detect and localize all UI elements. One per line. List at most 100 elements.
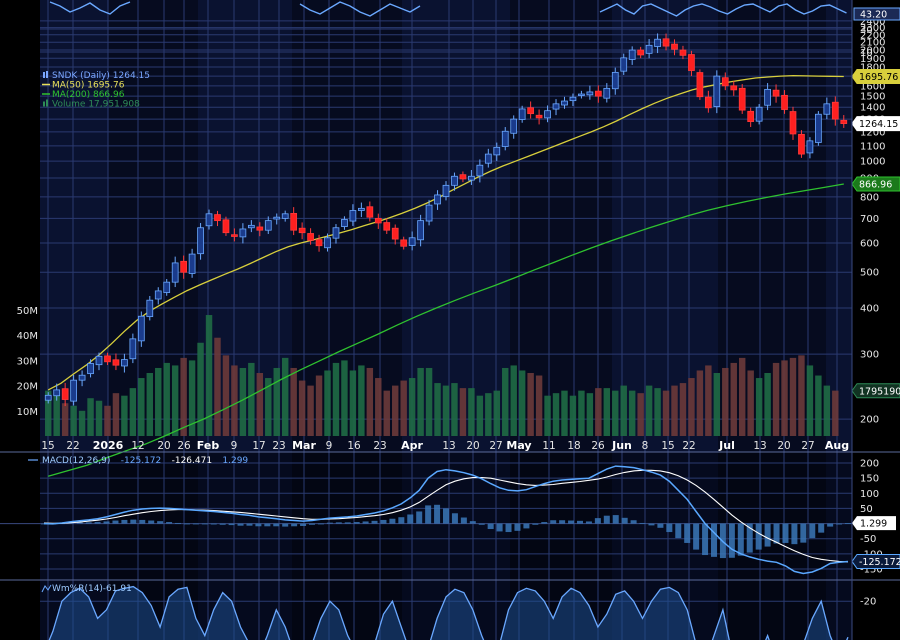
volume-bar	[349, 370, 357, 436]
volume-tick-label: 30M	[17, 356, 38, 367]
x-month-label: Apr	[401, 439, 423, 452]
macd-histogram-bar	[76, 522, 83, 524]
macd-histogram-bar	[630, 520, 637, 524]
upper-strip-line	[599, 3, 847, 17]
price-tick-label: 800	[860, 192, 879, 203]
candle-body	[341, 219, 348, 227]
volume-bar	[180, 357, 187, 436]
price-tick-label: 2400	[860, 16, 885, 27]
candle-body	[552, 103, 560, 110]
price-tick-label: 1900	[860, 54, 885, 65]
candle-body	[611, 71, 619, 90]
candle-body	[781, 94, 788, 110]
candle-body	[730, 85, 738, 91]
candle-body	[95, 355, 103, 366]
volume-bar	[798, 355, 805, 436]
macd-histogram-bar	[746, 523, 753, 553]
legend-volume-icon	[46, 99, 48, 107]
price-tick-label: 1500	[860, 92, 885, 103]
macd-histogram-bar	[845, 523, 851, 524]
macd-histogram-bar	[755, 523, 762, 550]
macd-histogram-bar	[639, 522, 646, 524]
candle-body	[358, 207, 365, 211]
candle-body	[789, 111, 797, 135]
upper-strip-line	[299, 1, 421, 17]
x-tick-label: 13	[753, 440, 766, 452]
price-tick-label: 200	[860, 415, 879, 426]
candle-body	[332, 227, 340, 239]
x-tick-label: 20	[466, 440, 479, 452]
macd-histogram-bar	[148, 520, 155, 524]
volume-tick-label: 50M	[17, 306, 38, 317]
macd-histogram-bar	[237, 523, 244, 526]
wmr-legend-item: Wm%R(14)	[52, 584, 103, 594]
volume-tick-label: 40M	[17, 331, 38, 342]
macd-histogram-bar	[666, 523, 673, 533]
x-tick-label: 12	[131, 440, 144, 452]
volume-bar	[485, 393, 492, 436]
candle-body	[154, 290, 162, 300]
volume-bar	[188, 360, 196, 436]
macd-histogram-bar	[389, 518, 396, 524]
volume-bar	[239, 367, 247, 436]
macd-histogram-bar	[121, 519, 128, 524]
x-tick-label: 18	[567, 440, 580, 452]
x-tick-label: 16	[347, 440, 361, 452]
volume-bar	[510, 365, 517, 436]
main-legend-item: MA(50) 1695.76	[52, 81, 125, 91]
volume-bar	[502, 367, 509, 436]
macd-histogram-bar	[157, 521, 164, 524]
candle-body	[324, 237, 331, 249]
volume-bar	[248, 362, 255, 436]
volume-bar	[281, 357, 289, 436]
volume-bar	[375, 378, 382, 436]
macd-histogram-bar	[782, 523, 789, 543]
macd-histogram-bar	[344, 522, 351, 524]
macd-tick-label: -50	[860, 534, 876, 545]
macd-histogram-bar	[201, 523, 208, 525]
volume-tick-label: 20M	[17, 382, 38, 393]
candle-body	[391, 227, 399, 240]
wmr-tick-label: -20	[860, 597, 876, 608]
volume-bar	[518, 370, 526, 436]
volume-bar	[569, 395, 577, 436]
macd-histogram-bar	[112, 520, 119, 524]
volume-bar	[256, 373, 264, 436]
volume-bar	[535, 375, 543, 436]
macd-histogram-bar	[219, 523, 226, 525]
macd-histogram-bar	[612, 515, 619, 524]
volume-bar	[654, 388, 661, 436]
price-tick-label: 600	[860, 239, 879, 250]
x-month-label: 2026	[93, 439, 124, 452]
volume-bar	[383, 390, 390, 436]
upper-strip-tick-label: 30	[860, 25, 873, 36]
x-month-label: Jul	[718, 439, 735, 452]
volume-bar	[459, 388, 467, 436]
volume-bar	[493, 390, 500, 436]
volume-bar	[104, 405, 111, 436]
candle-body	[298, 227, 306, 234]
candle-body	[197, 227, 204, 255]
x-tick-label: 9	[231, 440, 238, 452]
macd-histogram-bar	[764, 523, 771, 547]
candle-body	[247, 224, 255, 229]
volume-bar	[552, 393, 560, 436]
volume-bar	[53, 395, 60, 436]
candle-body	[747, 110, 755, 122]
volume-bar	[662, 390, 670, 436]
macd-tick-label: 150	[860, 474, 879, 485]
candle-body	[772, 89, 780, 97]
price-tick-label: 400	[860, 304, 879, 315]
volume-bar	[679, 383, 687, 436]
volume-bar	[324, 370, 331, 436]
candle-body	[434, 194, 441, 205]
wmr-line	[48, 585, 849, 640]
volume-bar	[298, 380, 306, 436]
macd-histogram-bar	[85, 522, 92, 524]
volume-bar	[231, 365, 238, 436]
candle-body	[417, 220, 424, 241]
x-tick-label: 26	[177, 440, 191, 452]
macd-histogram-bar	[773, 523, 780, 544]
x-tick-label: 15	[41, 440, 54, 452]
